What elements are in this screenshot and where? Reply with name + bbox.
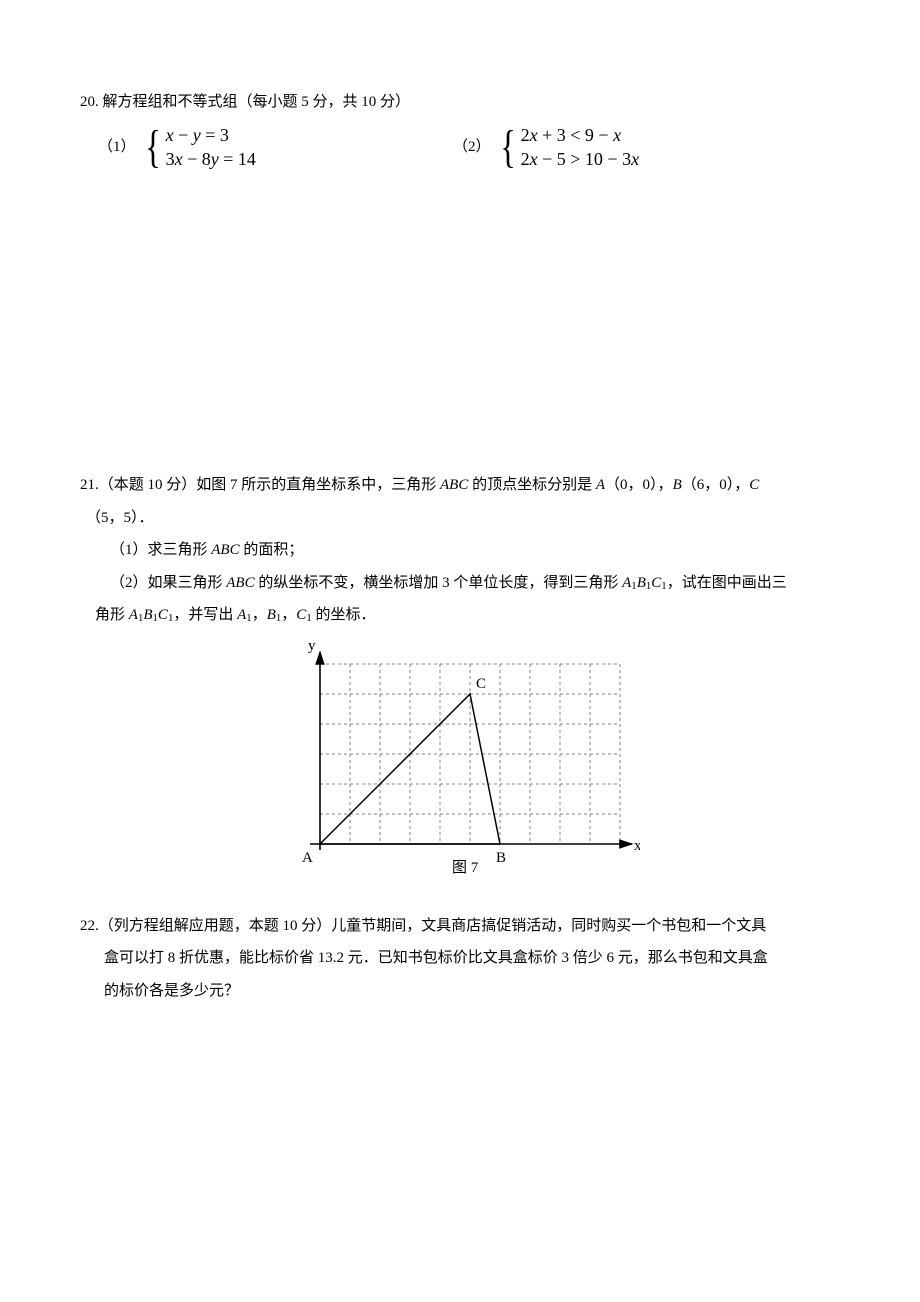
svg-text:x: x bbox=[634, 838, 640, 854]
q20-part1: （1） { x − y = 3 3x − 8y = 14 bbox=[98, 123, 453, 172]
q20-part1-label: （1） bbox=[98, 133, 136, 162]
q21-graph-wrap: y x A B C 图 7 bbox=[80, 634, 840, 902]
q21-block: 21.（本题 10 分）如图 7 所示的直角坐标系中，三角形 ABC 的顶点坐标… bbox=[80, 471, 840, 902]
q21-part2-line1: （2）如果三角形 ABC 的纵坐标不变，横坐标增加 3 个单位长度，得到三角形 … bbox=[80, 569, 840, 598]
q21-graph: y x A B C 图 7 bbox=[280, 634, 640, 902]
q20-heading: 20. 解方程组和不等式组（每小题 5 分，共 10 分） bbox=[80, 88, 840, 117]
q22-line1: 22.（列方程组解应用题，本题 10 分）儿童节期间，文具商店搞促销活动，同时购… bbox=[80, 912, 840, 941]
q20-part2-system: { 2x + 3 < 9 − x 2x − 5 > 10 − 3x bbox=[497, 123, 640, 172]
c-lbl: C bbox=[749, 477, 759, 493]
svg-text:C: C bbox=[476, 676, 486, 692]
q22-line3: 的标价各是多少元？ bbox=[104, 977, 840, 1006]
svg-text:图 7: 图 7 bbox=[452, 859, 479, 876]
q20-p1-eq2: 3x − 8y = 14 bbox=[166, 147, 256, 171]
q21-part2-line2: 角形 A1B1C1，并写出 A1，B1，C1 的坐标． bbox=[95, 601, 840, 630]
q21-number: 21. bbox=[80, 477, 99, 493]
q20-title: 解方程组和不等式组（每小题 5 分，共 10 分） bbox=[103, 94, 411, 110]
a-lbl: A bbox=[596, 477, 605, 493]
q21-part1: （1）求三角形 ABC 的面积； bbox=[80, 536, 840, 565]
q20-number: 20. bbox=[80, 94, 99, 110]
q20-part1-system: { x − y = 3 3x − 8y = 14 bbox=[142, 123, 256, 172]
q20-body: （1） { x − y = 3 3x − 8y = 14 （2） { 2x + … bbox=[98, 123, 840, 172]
svg-text:A: A bbox=[302, 850, 313, 866]
svg-text:y: y bbox=[308, 638, 316, 654]
q20-part2-label: （2） bbox=[453, 133, 491, 162]
q22-l1: （列方程组解应用题，本题 10 分）儿童节期间，文具商店搞促销活动，同时购买一个… bbox=[99, 918, 767, 934]
q20-p1-eq1: x − y = 3 bbox=[166, 123, 256, 147]
b-coord: （6，0）， bbox=[682, 477, 750, 493]
q22-line2: 盒可以打 8 折优惠，能比标价省 13.2 元．已知书包标价比文具盒标价 3 倍… bbox=[104, 944, 840, 973]
q22-block: 22.（列方程组解应用题，本题 10 分）儿童节期间，文具商店搞促销活动，同时购… bbox=[80, 912, 840, 1006]
q22-l2: 盒可以打 8 折优惠，能比标价省 13.2 元．已知书包标价比文具盒标价 3 倍… bbox=[104, 950, 768, 966]
svg-text:B: B bbox=[496, 850, 506, 866]
q21-head-b: 的顶点坐标分别是 bbox=[468, 477, 596, 493]
q20-p2-eq2: 2x − 5 > 10 − 3x bbox=[521, 147, 639, 171]
q20-p2-eq1: 2x + 3 < 9 − x bbox=[521, 123, 639, 147]
q20-part2: （2） { 2x + 3 < 9 − x 2x − 5 > 10 − 3x bbox=[453, 123, 639, 172]
q22-l3: 的标价各是多少元？ bbox=[104, 983, 239, 999]
b-lbl: B bbox=[673, 477, 682, 493]
q21-line2: （5，5）． bbox=[86, 504, 840, 533]
q21-line1: 21.（本题 10 分）如图 7 所示的直角坐标系中，三角形 ABC 的顶点坐标… bbox=[80, 471, 840, 500]
brace-icon: { bbox=[500, 126, 515, 167]
abc-1: ABC bbox=[440, 477, 468, 493]
q21-head-line2: （5，5）． bbox=[86, 510, 154, 526]
a-coord: （0，0）， bbox=[605, 477, 673, 493]
q21-head-a: （本题 10 分）如图 7 所示的直角坐标系中，三角形 bbox=[99, 477, 440, 493]
brace-icon: { bbox=[145, 126, 160, 167]
q22-number: 22. bbox=[80, 918, 99, 934]
